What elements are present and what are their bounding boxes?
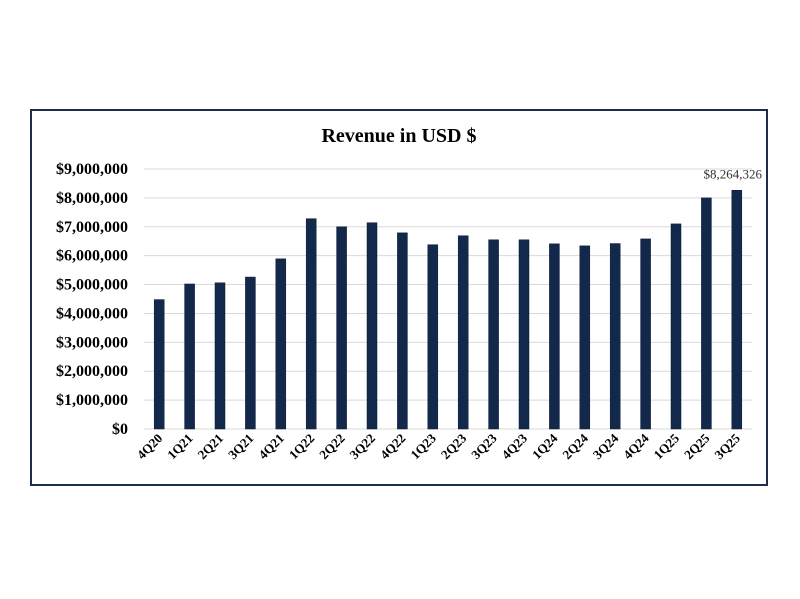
x-tick-label: 3Q24	[590, 430, 622, 462]
x-tick-label: 4Q24	[620, 430, 652, 462]
bar-2Q22	[336, 226, 347, 430]
y-tick-label: $4,000,000	[56, 305, 128, 322]
bar-2Q24	[579, 245, 591, 430]
x-tick-label: 2Q25	[681, 430, 713, 462]
x-tick-label: 4Q20	[134, 431, 166, 463]
bar-4Q24	[640, 238, 651, 430]
bar-3Q25	[731, 190, 743, 430]
x-tick-label: 2Q22	[316, 431, 348, 463]
x-tick-label: 4Q22	[377, 431, 409, 463]
data-label: $8,264,326	[704, 166, 763, 181]
x-tick-label: 4Q23	[499, 430, 531, 462]
chart-frame: Revenue in USD $ $0 $1,000,000 $2,000,000 $…	[30, 109, 768, 486]
bar-4Q23	[518, 239, 530, 430]
bar-3Q21	[245, 276, 256, 430]
x-tick-label: 4Q21	[255, 431, 287, 463]
x-tick-label: 3Q25	[711, 430, 743, 462]
x-tick-label: 3Q21	[225, 431, 257, 463]
x-tick-label: 1Q24	[529, 430, 561, 462]
y-tick-label: $1,000,000	[56, 392, 128, 409]
bar-4Q21	[275, 258, 287, 430]
x-tick-label: 1Q23	[407, 430, 439, 462]
bar-1Q25	[670, 223, 682, 430]
y-tick-label: $9,000,000	[56, 161, 128, 178]
bar-4Q20	[153, 299, 165, 430]
bar-1Q23	[427, 244, 439, 430]
x-tick-label: 2Q24	[559, 430, 591, 462]
y-tick-label: $8,000,000	[56, 190, 128, 207]
y-tick-label: $5,000,000	[56, 277, 128, 294]
bar-4Q22	[397, 232, 408, 430]
x-tick-label: 2Q21	[195, 431, 227, 463]
bar-3Q24	[609, 243, 621, 430]
bar-chart-plot: $0 $1,000,000 $2,000,000 $3,000,000 $4,000,0…	[56, 161, 763, 463]
bar-3Q23	[488, 239, 499, 430]
x-tick-label: 1Q21	[164, 431, 196, 463]
x-tick-label: 1Q22	[286, 431, 318, 463]
chart-title: Revenue in USD $	[321, 125, 477, 147]
x-tick-label: 2Q23	[438, 430, 470, 462]
y-tick-label: $6,000,000	[56, 248, 128, 265]
bar-2Q21	[214, 282, 226, 430]
bar-2Q23	[457, 235, 469, 430]
y-tick-label: $2,000,000	[56, 363, 128, 380]
x-tick-label: 3Q22	[347, 431, 379, 463]
y-tick-label: $0	[112, 421, 128, 438]
bar-1Q22	[305, 218, 317, 430]
bar-1Q21	[184, 283, 195, 430]
bar-2Q25	[701, 197, 712, 430]
y-tick-label: $7,000,000	[56, 219, 128, 236]
x-tick-label: 3Q23	[468, 430, 500, 462]
bar-3Q22	[366, 222, 378, 430]
x-tick-label: 1Q25	[651, 430, 683, 462]
y-tick-label: $3,000,000	[56, 334, 128, 351]
bar-1Q24	[549, 243, 560, 430]
